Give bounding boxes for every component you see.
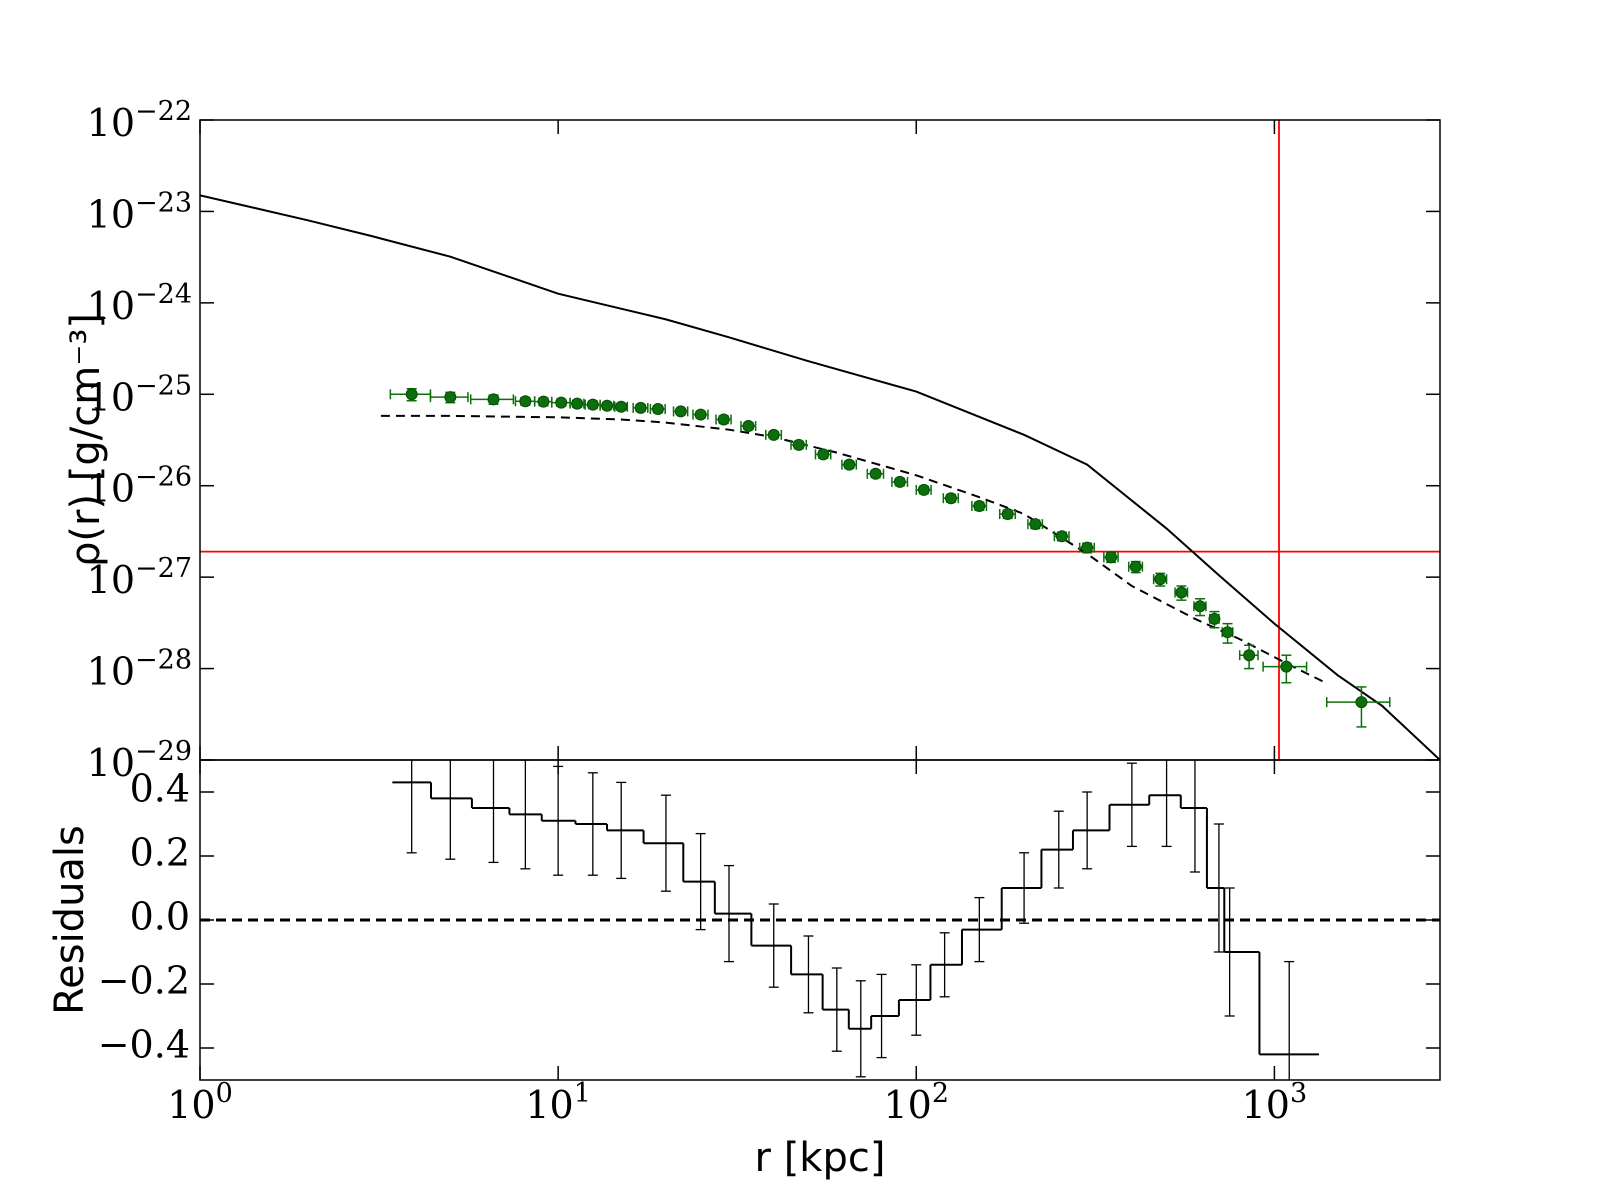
y-tick-label: 10−26	[87, 461, 192, 510]
data-point	[1243, 649, 1256, 662]
tick-base: 10	[87, 283, 135, 327]
data-point	[634, 401, 647, 414]
y-axis-label: ρ(r) [g/cm⁻³]	[63, 313, 109, 567]
data-point	[869, 467, 882, 480]
data-point	[973, 499, 986, 512]
tick-base: 10	[167, 1083, 215, 1127]
data-point	[1105, 551, 1118, 564]
data-point	[1129, 560, 1142, 573]
y-tick-label: 10−25	[87, 370, 192, 419]
y-tick-label: 0.4	[130, 767, 190, 811]
data-point	[1194, 600, 1207, 613]
y-tick-label: −0.4	[98, 1023, 190, 1067]
data-point	[893, 475, 906, 488]
data-point	[843, 458, 856, 471]
data-point	[717, 413, 730, 426]
tick-base: 10	[87, 558, 135, 602]
bottom-frame	[199, 759, 1441, 1081]
tick-base: 10	[87, 649, 135, 693]
data-point	[537, 395, 550, 408]
data-point	[1280, 660, 1293, 673]
data-point	[674, 405, 687, 418]
tick-base: 10	[87, 741, 135, 785]
data-point	[792, 438, 805, 451]
y-tick-label: 10−28	[87, 644, 192, 693]
tick-exponent: −22	[135, 96, 192, 127]
data-point	[555, 396, 568, 409]
tick-exponent: −23	[135, 187, 192, 218]
bottom-plot-area	[200, 760, 1440, 1080]
data-point	[1208, 612, 1221, 625]
data-point	[1081, 541, 1094, 554]
tick-exponent: 2	[932, 1078, 949, 1109]
tick-base: 10	[525, 1083, 573, 1127]
tick-base: 10	[883, 1083, 931, 1127]
y-tick-label: 0.2	[130, 831, 190, 875]
axes: 10−2210−2310−2410−2510−2610−2710−2810−29…	[87, 96, 1440, 1127]
data-point	[1154, 573, 1167, 586]
data-point	[767, 428, 780, 441]
top-plot-area	[200, 120, 1440, 760]
y-tick-label: 0.0	[130, 895, 190, 939]
tick-base: 10	[87, 101, 135, 145]
model-line	[380, 414, 1328, 685]
x-axis-label: r [kpc]	[755, 1135, 886, 1181]
y-tick-label: 10−27	[87, 553, 192, 602]
data-point	[1029, 518, 1042, 531]
tick-exponent: 1	[574, 1078, 591, 1109]
data-point	[742, 419, 755, 432]
tick-exponent: 0	[216, 1078, 233, 1109]
data-point	[586, 398, 599, 411]
x-tick-label: 103	[1242, 1078, 1308, 1127]
data-point	[601, 399, 614, 412]
tick-exponent: −25	[135, 370, 192, 401]
tick-exponent: 3	[1290, 1078, 1307, 1109]
model-line	[200, 194, 1440, 760]
data-point	[405, 388, 418, 401]
tick-exponent: −26	[135, 461, 192, 492]
data-point	[651, 403, 664, 416]
data-point	[1175, 586, 1188, 599]
data-point	[944, 492, 957, 505]
data-point	[1221, 626, 1234, 639]
data-point	[519, 395, 532, 408]
y-tick-label: −0.2	[98, 959, 190, 1003]
data-point	[571, 397, 584, 410]
data-point	[444, 391, 457, 404]
x-tick-label: 101	[525, 1078, 591, 1127]
y-tick-label: 10−24	[87, 278, 192, 327]
y-tick-label: 10−22	[87, 96, 192, 145]
tick-exponent: −28	[135, 644, 192, 675]
data-point	[917, 483, 930, 496]
x-tick-label: 102	[883, 1078, 949, 1127]
tick-exponent: −24	[135, 278, 192, 309]
tick-base: 10	[87, 466, 135, 510]
y-tick-label: 10−29	[87, 736, 192, 785]
tick-exponent: −29	[135, 736, 192, 767]
y-tick-label: 10−23	[87, 187, 192, 236]
data-point	[817, 448, 830, 461]
tick-base: 10	[1242, 1083, 1290, 1127]
data-point	[615, 400, 628, 413]
tick-base: 10	[87, 192, 135, 236]
data-point	[1001, 508, 1014, 521]
data-point	[487, 393, 500, 406]
data-point	[1355, 696, 1368, 709]
tick-base: 10	[87, 375, 135, 419]
data-point	[1055, 530, 1068, 543]
x-tick-label: 100	[167, 1078, 233, 1127]
y-axis-label: Residuals	[47, 825, 93, 1015]
tick-exponent: −27	[135, 553, 192, 584]
data-point	[694, 408, 707, 421]
